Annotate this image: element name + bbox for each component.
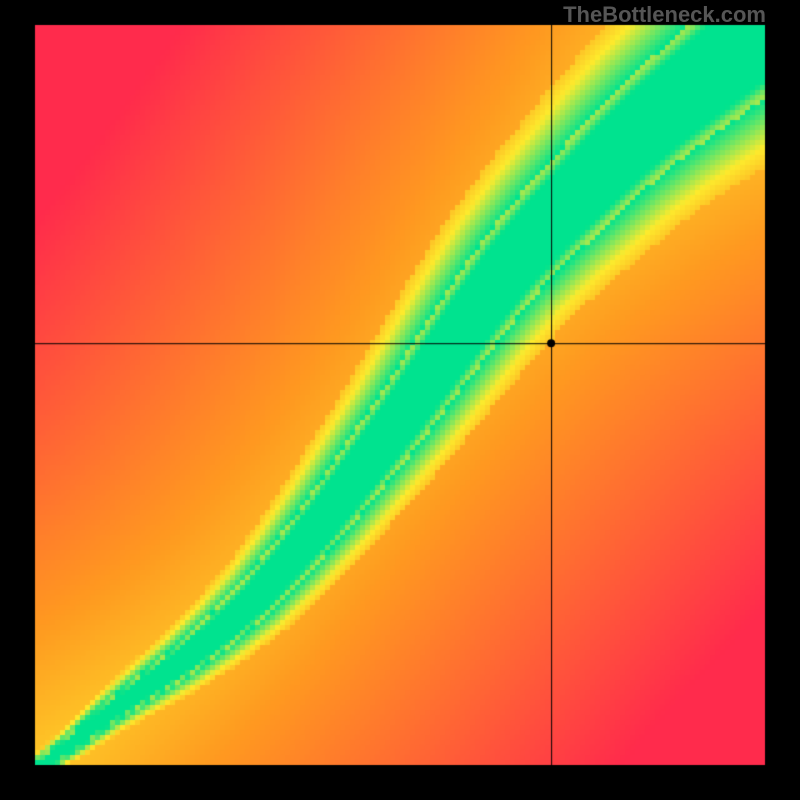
watermark-text: TheBottleneck.com <box>563 2 766 28</box>
bottleneck-heatmap <box>0 0 800 800</box>
